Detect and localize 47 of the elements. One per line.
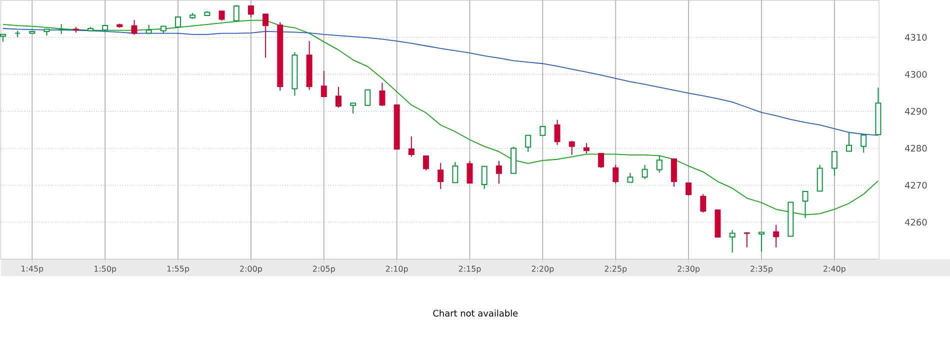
candlestick bbox=[554, 119, 560, 146]
candlestick bbox=[656, 154, 662, 174]
candlestick bbox=[336, 86, 342, 108]
candlestick bbox=[379, 82, 386, 107]
candlestick bbox=[248, 5, 254, 18]
candlestick bbox=[700, 194, 706, 214]
candlestick bbox=[408, 136, 414, 158]
candlestick bbox=[481, 166, 488, 190]
candlestick bbox=[320, 70, 327, 98]
candlestick bbox=[452, 161, 458, 184]
candlestick bbox=[438, 162, 444, 190]
candlestick bbox=[686, 182, 692, 196]
candlestick bbox=[233, 4, 240, 22]
candlestick bbox=[131, 19, 138, 36]
candlestick bbox=[364, 89, 371, 106]
candlestick bbox=[846, 132, 852, 152]
candlestick bbox=[218, 10, 225, 22]
candlestick bbox=[612, 164, 619, 184]
y-tick-label: 4270 bbox=[905, 182, 927, 189]
candlestick bbox=[350, 102, 356, 114]
candlestick bbox=[773, 224, 780, 248]
candlestick bbox=[729, 229, 736, 253]
y-tick-label: 4280 bbox=[905, 144, 927, 152]
candlestick bbox=[831, 151, 838, 176]
candlestick bbox=[175, 16, 182, 28]
candlestick bbox=[525, 134, 532, 152]
candlestick bbox=[496, 160, 502, 184]
candlestick bbox=[671, 158, 677, 188]
candlestick bbox=[642, 164, 648, 180]
candlestick bbox=[262, 14, 269, 58]
y-tick-label: 4260 bbox=[905, 218, 927, 226]
candlestick bbox=[627, 172, 634, 183]
candlestick bbox=[58, 24, 64, 34]
candlestick bbox=[744, 232, 750, 248]
text: Chart not available bbox=[433, 310, 518, 317]
candlestick bbox=[598, 152, 604, 168]
candlestick bbox=[816, 164, 823, 192]
candlestick bbox=[583, 142, 590, 154]
candlestick bbox=[423, 155, 429, 171]
candlestick bbox=[568, 140, 575, 156]
y-tick-label: 4290 bbox=[905, 108, 927, 115]
y-tick-label: 4310 bbox=[905, 34, 927, 41]
candlestick bbox=[802, 190, 808, 219]
candlestick bbox=[758, 232, 764, 252]
candlestick bbox=[860, 134, 867, 154]
candlestick bbox=[466, 160, 473, 184]
y-tick-label: 4300 bbox=[905, 70, 927, 78]
